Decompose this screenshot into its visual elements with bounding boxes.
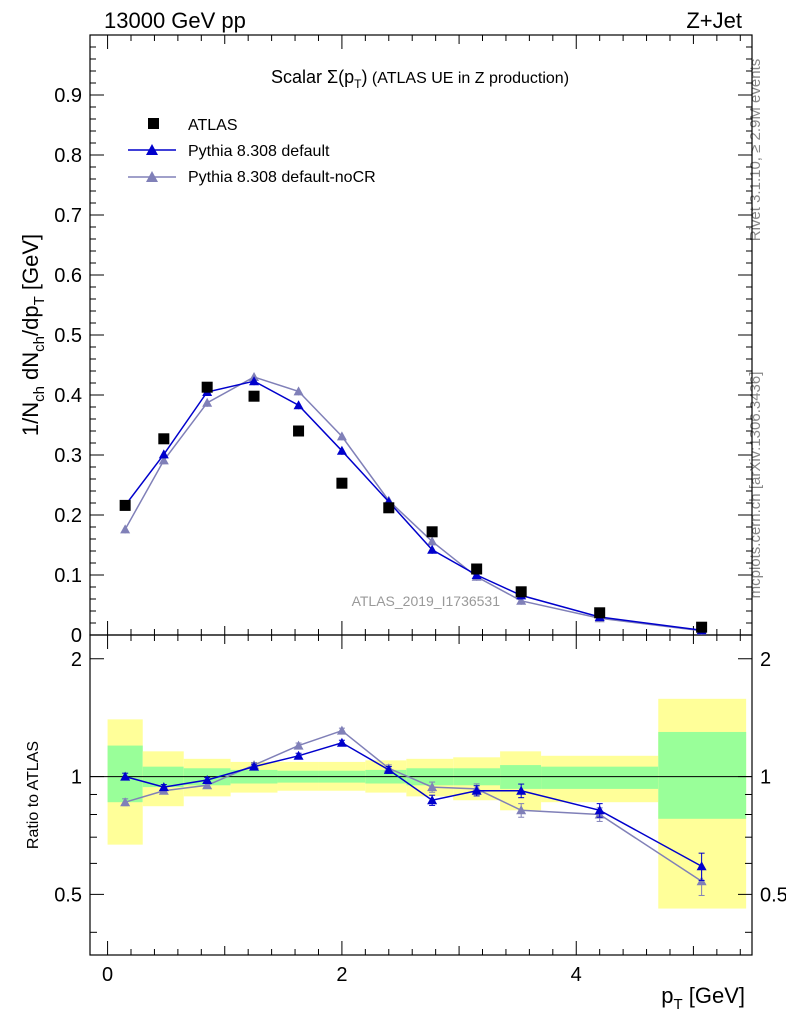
legend: ATLAS Pythia 8.308 default Pythia 8.308 … [128, 117, 376, 186]
ratio-default-point [471, 785, 482, 795]
main-nocr-point [516, 595, 527, 605]
main-nocr-point [158, 455, 169, 465]
chart-title: Scalar Σ(pT) (ATLAS UE in Z production) [271, 67, 569, 91]
ratio-nocr-point [293, 740, 304, 750]
main-atlas-point [515, 586, 527, 598]
main-ytick-label: 0.5 [54, 325, 82, 347]
ratio-ytick-label-right: 1 [760, 767, 771, 789]
main-nocr-point [336, 431, 347, 441]
main-atlas-point [248, 390, 260, 402]
ratio-default-point [516, 785, 527, 795]
main-default-line [124, 380, 702, 631]
ratio-nocr-point [516, 805, 527, 815]
main-nocr-point [293, 386, 304, 396]
ratio-default-point [427, 795, 438, 805]
ratio-ylabel: Ratio to ATLAS [25, 741, 42, 849]
ratio-ytick-label-right: 0.5 [760, 884, 786, 906]
main-default-point [293, 400, 304, 410]
ratio-ytick-label-left: 1 [71, 767, 82, 789]
main-ytick-label: 0.6 [54, 265, 82, 287]
header-process: 13000 GeV pp [104, 8, 246, 33]
xtick-label: 4 [571, 964, 582, 986]
xlabel: pT [GeV] [661, 983, 745, 1013]
ratio-nocr-line [124, 729, 703, 882]
legend-atlas-marker [148, 118, 159, 129]
analysis-watermark: ATLAS_2019_I1736531 [352, 593, 501, 609]
main-atlas-point [471, 563, 483, 575]
title-prefix: Scalar [271, 67, 327, 87]
main-atlas-point [201, 381, 213, 393]
ratio-ytick-label-left: 0.5 [54, 884, 82, 906]
legend-default-label: Pythia 8.308 default [188, 143, 330, 160]
title-close: ) [361, 67, 367, 87]
ratio-default-point [158, 782, 169, 792]
title-sub: T [354, 77, 362, 91]
ratio-ytick-label-right: 2 [760, 649, 771, 671]
ratio-default-point [696, 861, 707, 871]
title-sigma: Σ(p [327, 67, 354, 87]
main-atlas-point [119, 499, 131, 511]
title-suffix: (ATLAS UE in Z production) [367, 70, 569, 87]
header-analysis: Z+Jet [686, 8, 742, 33]
main-ytick-label: 0.2 [54, 505, 82, 527]
main-default-point [427, 544, 438, 554]
main-ytick-label: 0.4 [54, 385, 82, 407]
main-atlas-point [336, 477, 348, 489]
rivet-label: Rivet 3.1.10, ≥ 2.9M events [747, 59, 764, 242]
main-atlas-point [158, 433, 170, 445]
xtick-label: 0 [102, 964, 113, 986]
ratio-default-point [249, 761, 260, 771]
main-ytick-label: 0.9 [54, 85, 82, 107]
xtick-label: 2 [336, 964, 347, 986]
legend-nocr-label: Pythia 8.308 default-noCR [188, 169, 376, 186]
main-atlas-point [383, 502, 395, 514]
main-ytick-label: 0.1 [54, 565, 82, 587]
ratio-uncertainty-bands [107, 698, 747, 909]
main-nocr-point [202, 397, 213, 407]
ratio-nocr-point [336, 725, 347, 735]
ratio-band-inner [658, 731, 747, 819]
ratio-frame [89, 634, 753, 956]
ratio-band-inner [541, 766, 659, 789]
main-atlas-point [293, 425, 305, 437]
main-default-point [158, 449, 169, 459]
ratio-default-point [594, 805, 605, 815]
main-nocr-line [124, 376, 702, 632]
main-atlas-point [594, 607, 606, 619]
ratio-default-point [336, 737, 347, 747]
ratio-default-point [383, 764, 394, 774]
main-ytick-label: 0.8 [54, 145, 82, 167]
main-ytick-label: 0 [71, 625, 82, 647]
mcplots-label: mcplots.cern.ch [arXiv:1306.3436] [747, 372, 764, 599]
main-default-point [336, 445, 347, 455]
ratio-default-point [293, 750, 304, 760]
main-nocr-point [120, 524, 131, 534]
main-nocr-point [427, 536, 438, 546]
legend-atlas-label: ATLAS [188, 117, 238, 134]
legend-nocr-marker [146, 171, 158, 182]
ratio-nocr-point [427, 782, 438, 792]
ratio-nocr-point [202, 780, 213, 790]
ratio-nocr-point [120, 797, 131, 807]
ratio-default-point [120, 771, 131, 781]
ratio-ytick-label-left: 2 [71, 649, 82, 671]
main-ylabel: 1/Nch dNch/dpT [GeV] [18, 234, 48, 436]
main-ytick-label: 0.7 [54, 205, 82, 227]
ratio-default-point [202, 774, 213, 784]
main-default-point [249, 376, 260, 386]
ratio-default-line [124, 741, 702, 867]
main-atlas-point [696, 621, 708, 633]
legend-default-marker [146, 144, 158, 155]
main-atlas-point [426, 526, 438, 538]
main-ytick-label: 0.3 [54, 445, 82, 467]
